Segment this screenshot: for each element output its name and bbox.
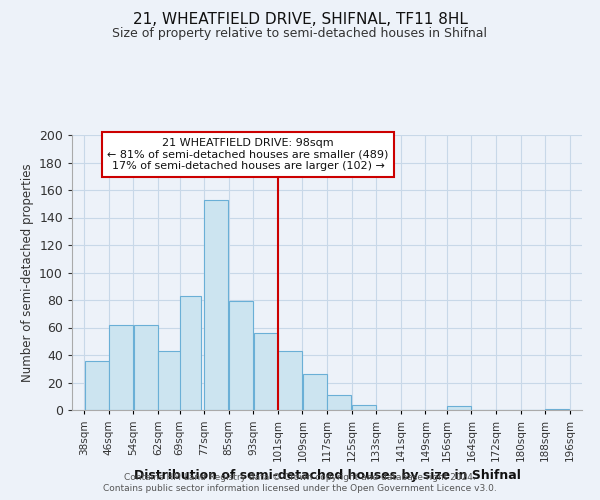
Bar bbox=[205, 200, 229, 410]
Text: Contains HM Land Registry data © Crown copyright and database right 2024.: Contains HM Land Registry data © Crown c… bbox=[124, 472, 476, 482]
Bar bbox=[134, 325, 158, 410]
Bar bbox=[352, 404, 376, 410]
Bar bbox=[327, 395, 352, 410]
Text: 21 WHEATFIELD DRIVE: 98sqm
← 81% of semi-detached houses are smaller (489)
17% o: 21 WHEATFIELD DRIVE: 98sqm ← 81% of semi… bbox=[107, 138, 389, 171]
Bar bbox=[302, 374, 327, 410]
Y-axis label: Number of semi-detached properties: Number of semi-detached properties bbox=[20, 163, 34, 382]
Bar bbox=[278, 351, 302, 410]
Bar bbox=[447, 406, 471, 410]
Bar bbox=[109, 325, 133, 410]
Bar bbox=[180, 296, 201, 410]
Text: Contains public sector information licensed under the Open Government Licence v3: Contains public sector information licen… bbox=[103, 484, 497, 493]
Text: 21, WHEATFIELD DRIVE, SHIFNAL, TF11 8HL: 21, WHEATFIELD DRIVE, SHIFNAL, TF11 8HL bbox=[133, 12, 467, 28]
Text: Size of property relative to semi-detached houses in Shifnal: Size of property relative to semi-detach… bbox=[113, 28, 487, 40]
Bar bbox=[545, 408, 569, 410]
Bar bbox=[229, 302, 253, 410]
Bar bbox=[85, 360, 109, 410]
Bar bbox=[158, 351, 182, 410]
X-axis label: Distribution of semi-detached houses by size in Shifnal: Distribution of semi-detached houses by … bbox=[134, 470, 520, 482]
Bar bbox=[254, 333, 278, 410]
